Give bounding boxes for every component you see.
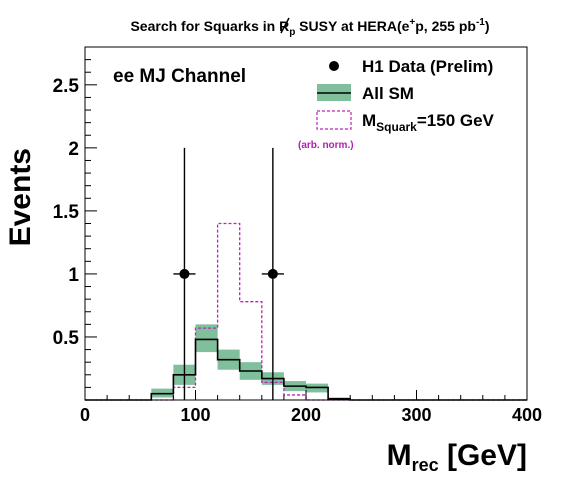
x-tick-label: 200 xyxy=(291,405,321,425)
x-tick-label: 300 xyxy=(401,405,431,425)
plot-marks xyxy=(85,147,527,401)
legend: H1 Data (Prelim) All SM MSquark=150 GeV … xyxy=(298,57,495,151)
channel-label: ee MJ Channel xyxy=(113,66,246,87)
axes: 0 100 200 300 400 0.5 1 1.5 2 2.5 xyxy=(53,46,542,425)
title-sup: + xyxy=(409,17,415,28)
y-tick-label: 2.5 xyxy=(53,76,80,97)
legend-signal-box xyxy=(316,110,352,130)
y-tick-label: 1.5 xyxy=(53,202,80,223)
legend-signal-sub: Squark xyxy=(376,120,417,134)
data-point xyxy=(267,268,278,279)
sm-band-bin xyxy=(195,324,218,353)
x-axis-label-main: M xyxy=(387,439,412,472)
title-main: Search for Squarks in R xyxy=(130,18,289,34)
title-close: ) xyxy=(485,18,490,34)
legend-data-marker xyxy=(329,61,339,71)
title-sub: p xyxy=(289,27,295,38)
legend-signal-rest: =150 GeV xyxy=(417,111,495,130)
x-tick-label: 0 xyxy=(80,405,90,425)
legend-data-label: H1 Data (Prelim) xyxy=(362,57,493,76)
legend-sm-label: All SM xyxy=(362,84,414,103)
x-axis-label-unit: [GeV] xyxy=(439,439,527,472)
y-tick-label: 1 xyxy=(68,265,79,286)
rp-slash xyxy=(280,17,290,34)
x-axis-label-sub: rec xyxy=(412,455,439,475)
y-axis-label: Events xyxy=(4,148,37,246)
x-axis-label: Mrec [GeV] xyxy=(387,439,527,475)
title-end: p, 255 pb xyxy=(415,18,476,34)
legend-signal-main: M xyxy=(362,111,376,130)
legend-signal-label: MSquark=150 GeV xyxy=(362,111,495,134)
data-point xyxy=(179,268,190,279)
y-tick-label: 0.5 xyxy=(53,328,80,349)
x-tick-label: 100 xyxy=(180,405,210,425)
plot-frame xyxy=(84,46,528,401)
title-sup2: -1 xyxy=(476,17,485,28)
title-mid: SUSY at HERA(e xyxy=(295,18,409,34)
y-tick-label: 2 xyxy=(68,139,79,160)
chart-title: Search for Squarks in Rp SUSY at HERA(e+… xyxy=(130,17,489,38)
x-tick-label: 400 xyxy=(512,405,542,425)
legend-signal-note: (arb. norm.) xyxy=(298,140,354,151)
signal-histogram xyxy=(85,222,527,401)
